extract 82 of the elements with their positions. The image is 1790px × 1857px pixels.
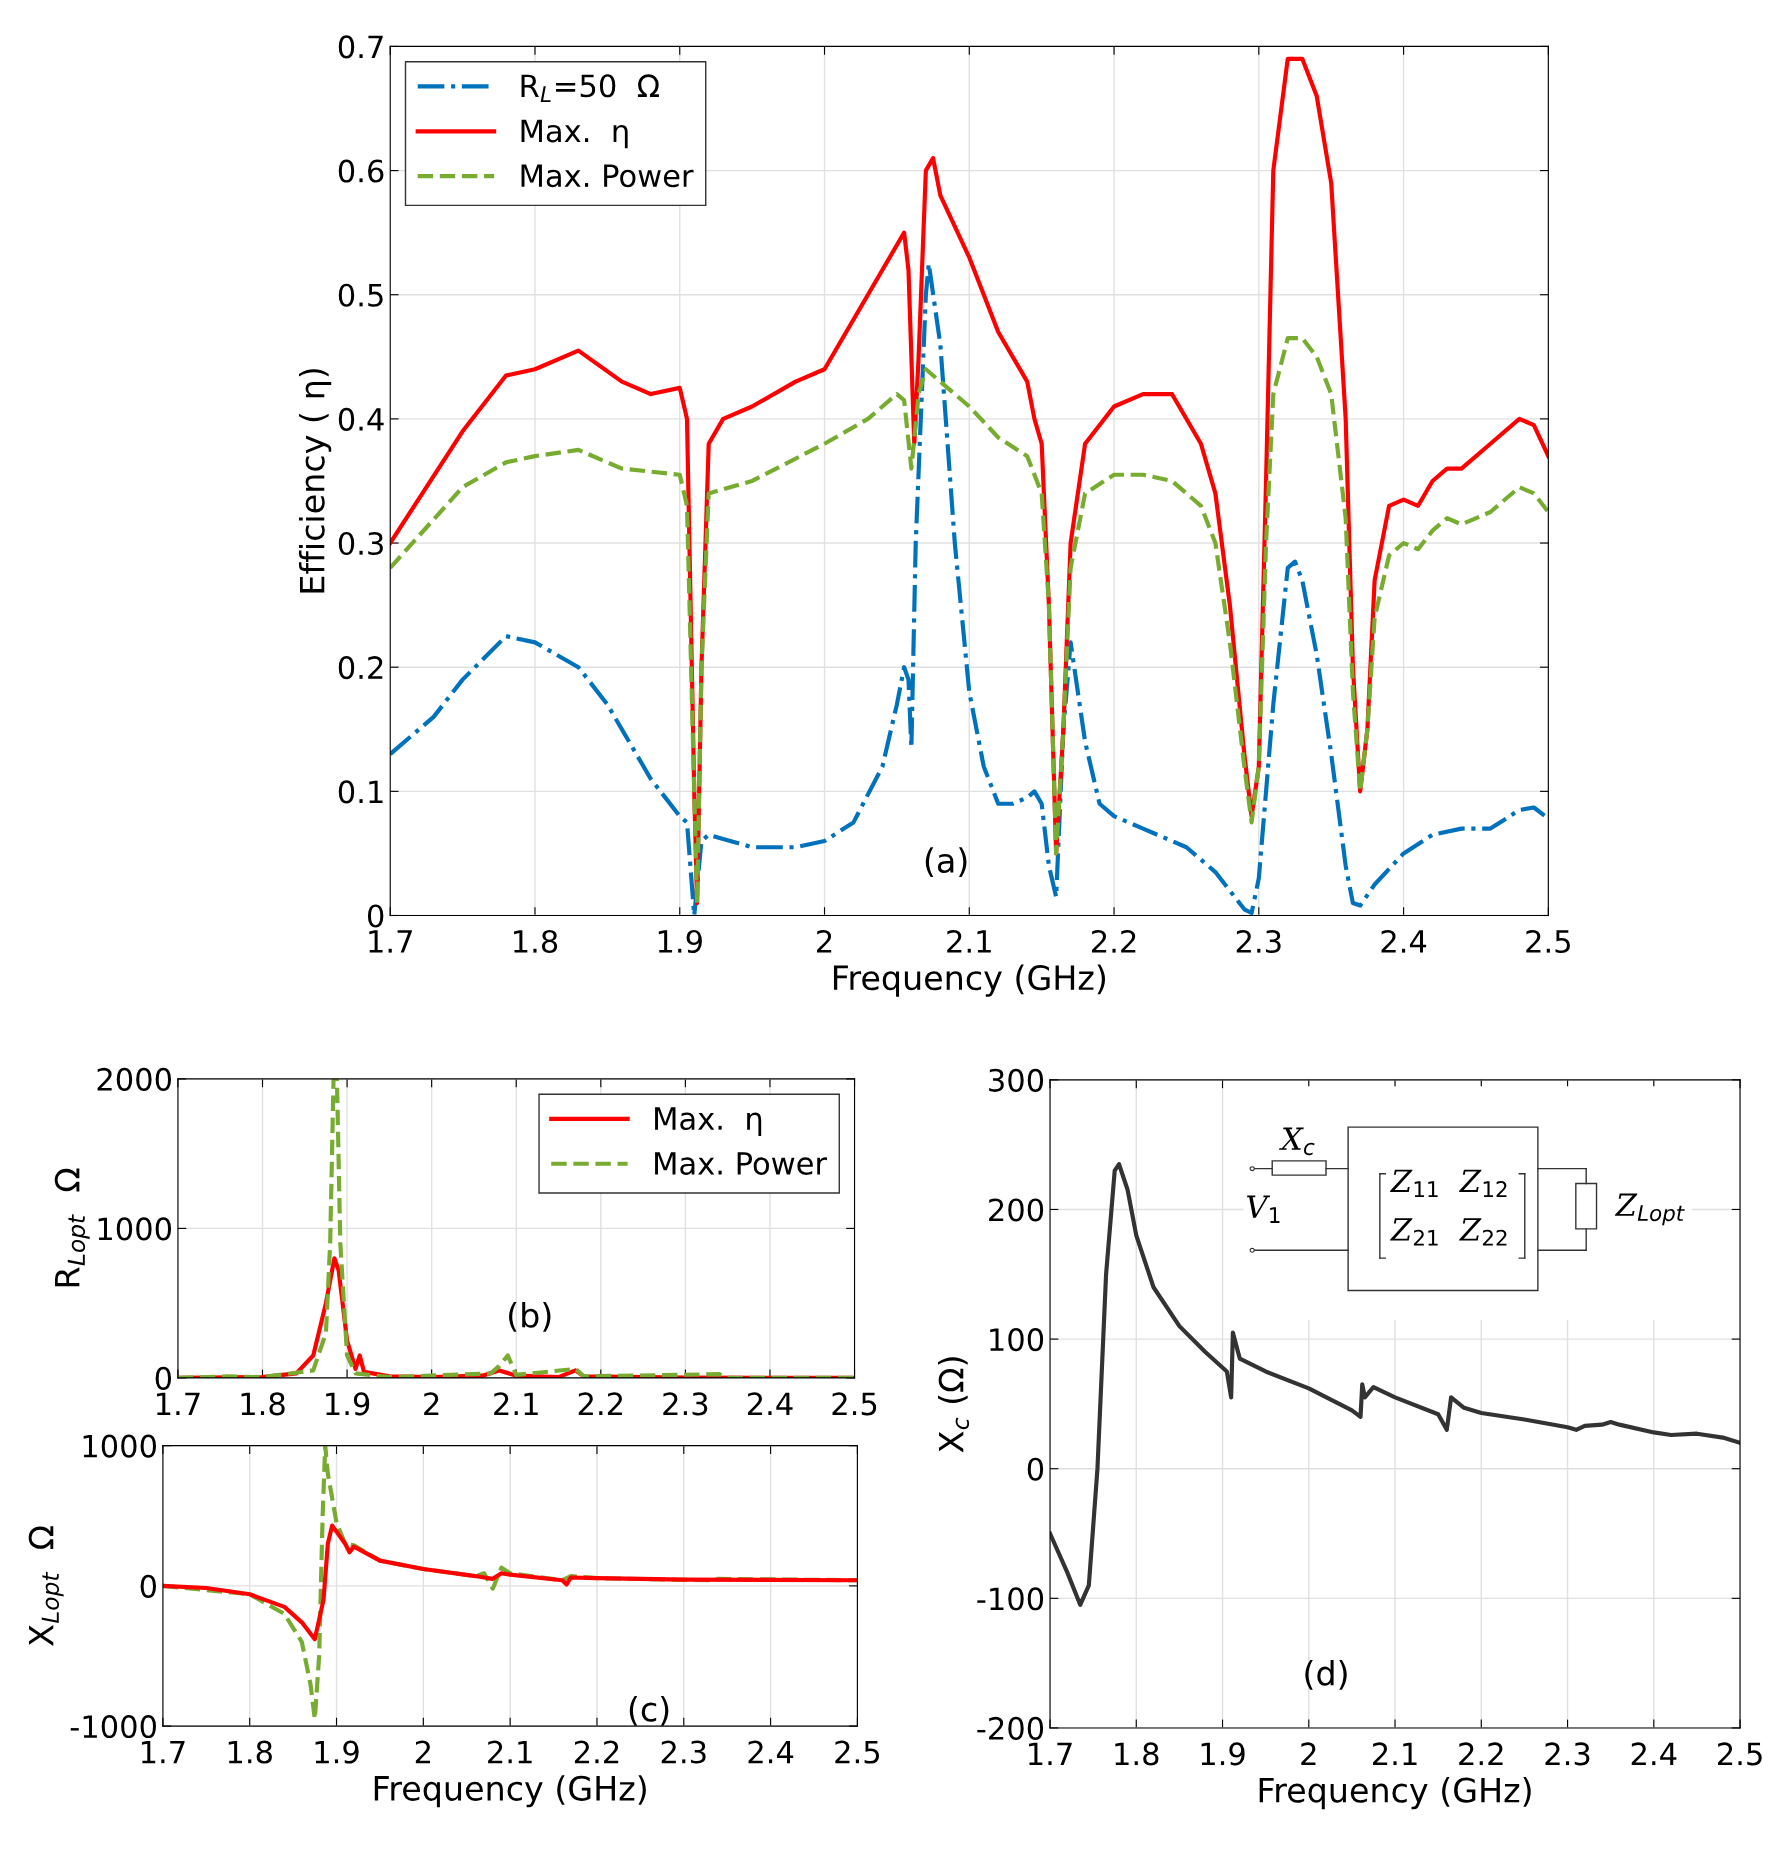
line-series	[1050, 1162, 1741, 1607]
y-tick-label: 0.6	[338, 159, 384, 183]
annotation: V$_{1}$	[1246, 1195, 1280, 1223]
x-tick-label: 1.9	[315, 1740, 359, 1764]
y-tick-label: 0.1	[338, 780, 383, 804]
y-tick-label: 0.4	[338, 407, 384, 431]
y-axis-title: X$_{Lopt}$ Ω	[28, 1526, 64, 1646]
legend-label: Max. Power	[521, 164, 694, 188]
x-tick-label: 2.3	[661, 1740, 706, 1764]
x-tick-label: 2.4	[1631, 1742, 1677, 1766]
y-tick-label: -200	[977, 1716, 1044, 1740]
line-series	[177, 1078, 855, 1378]
x-tick-label: 2	[817, 929, 832, 953]
x-tick-label: 1.7	[369, 930, 412, 953]
x-tick-label: 2.2	[578, 1392, 623, 1415]
x-tick-label: 2.3	[1545, 1742, 1590, 1766]
x-tick-label: 1.7	[1029, 1742, 1072, 1766]
legend-label: Max. η	[655, 1107, 762, 1136]
x-tick-label: 1.8	[1115, 1742, 1159, 1766]
y-axis-title: X$_{c}$ (Ω)	[937, 1357, 970, 1453]
y-tick-label: 200	[989, 1198, 1044, 1222]
y-tick-label: 0.3	[338, 531, 383, 556]
x-tick-label: 2.2	[1091, 929, 1136, 953]
x-tick-label: 2.5	[1718, 1742, 1762, 1766]
y-tick-label: 0	[367, 904, 384, 928]
y-tick-label: 0.5	[338, 283, 383, 307]
y-tick-label: 0.2	[338, 656, 383, 680]
y-tick-label: 0	[1027, 1457, 1044, 1481]
x-tick-label: 1.8	[241, 1392, 285, 1416]
annotation: (b)	[509, 1301, 551, 1332]
x-axis-title: Frequency (GHz)	[833, 964, 1106, 997]
legend-label: R$_{L}$=50 Ω	[521, 74, 659, 102]
annotation: Z$_{12}$	[1459, 1169, 1507, 1197]
annotation: (c)	[629, 1695, 669, 1726]
x-tick-label: 2.5	[1526, 929, 1570, 954]
x-tick-label: 2.3	[663, 1392, 708, 1416]
x-tick-label: 2.1	[1372, 1742, 1417, 1766]
x-tick-label: 2	[424, 1392, 439, 1415]
x-tick-label: 1.7	[141, 1740, 185, 1764]
y-tick-label: 300	[989, 1068, 1044, 1092]
y-tick-label: -1000	[70, 1715, 156, 1739]
x-tick-label: 2.2	[1459, 1742, 1503, 1766]
x-tick-label: 2.5	[835, 1740, 880, 1764]
annotation: X$_{c}$	[1279, 1127, 1315, 1156]
x-tick-label: 2.1	[488, 1740, 532, 1764]
legend-label: Max. Power	[655, 1152, 828, 1175]
x-tick-label: 2.2	[574, 1740, 619, 1764]
y-tick-label: 1000	[83, 1434, 156, 1458]
x-axis-title: Frequency (GHz)	[374, 1775, 646, 1808]
x-tick-label: 1.8	[514, 929, 558, 954]
x-tick-label: 2.4	[747, 1392, 793, 1415]
x-tick-label: 1.7	[156, 1392, 200, 1415]
x-tick-label: 1.9	[658, 929, 702, 954]
x-tick-label: 2	[415, 1740, 430, 1764]
y-tick-label: 0	[155, 1366, 172, 1390]
x-tick-label: 2.5	[832, 1392, 877, 1416]
x-tick-label: 1.8	[228, 1740, 272, 1764]
x-tick-label: 1.9	[1201, 1742, 1245, 1766]
annotation: (a)	[925, 847, 967, 877]
y-axis-title: R$_{Lopt}$ Ω	[54, 1168, 90, 1287]
y-tick-label: 100	[990, 1328, 1044, 1352]
legend-label: Max. η	[521, 119, 628, 149]
line-series	[162, 1523, 858, 1642]
x-tick-label: 2.1	[947, 929, 991, 953]
annotation: Z$_{22}$	[1459, 1218, 1507, 1246]
x-axis-title: Frequency (GHz)	[1259, 1776, 1531, 1810]
y-tick-label: 2000	[97, 1067, 172, 1091]
x-tick-label: 2	[1301, 1742, 1316, 1766]
annotation: Z$_{21}$	[1390, 1218, 1438, 1246]
y-tick-label: 0.7	[338, 35, 383, 59]
x-tick-label: 2.3	[1236, 929, 1281, 954]
y-tick-label: 1000	[98, 1217, 172, 1241]
x-tick-label: 2.4	[748, 1740, 794, 1764]
annotation: Z$_{Lopt}$	[1614, 1193, 1685, 1226]
y-tick-label: -100	[977, 1587, 1044, 1611]
x-tick-label: 2.1	[494, 1392, 538, 1415]
annotation: (d)	[1305, 1659, 1347, 1690]
annotation: Z$_{11}$	[1390, 1169, 1438, 1197]
y-tick-label: 0	[140, 1574, 156, 1598]
x-tick-label: 2.4	[1381, 929, 1427, 953]
x-tick-label: 1.9	[326, 1392, 370, 1416]
y-axis-title: Efficiency ( η)	[298, 369, 332, 593]
